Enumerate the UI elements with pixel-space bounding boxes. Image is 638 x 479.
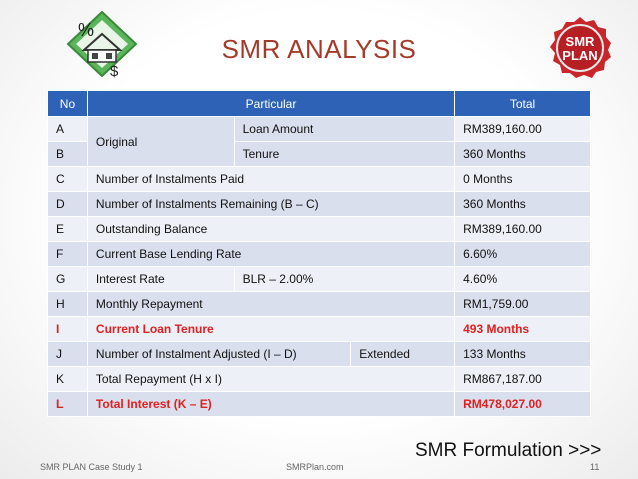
table-row: F Current Base Lending Rate 6.60% bbox=[47, 241, 591, 267]
row-no: F bbox=[47, 241, 88, 267]
row-total: 133 Months bbox=[454, 341, 591, 367]
row-no: H bbox=[47, 291, 88, 317]
seal-line-2: PLAN bbox=[562, 48, 597, 63]
table-row: E Outstanding Balance RM389,160.00 bbox=[47, 216, 591, 242]
row-total: RM389,160.00 bbox=[454, 116, 591, 142]
row-no: A bbox=[47, 116, 88, 142]
row-label: Current Base Lending Rate bbox=[86, 241, 456, 267]
table-row: A Original Loan Amount RM389,160.00 bbox=[47, 116, 591, 167]
header-particular: Particular bbox=[86, 90, 456, 117]
table-row: D Number of Instalments Remaining (B – C… bbox=[47, 191, 591, 217]
row-extra: Extended bbox=[350, 341, 456, 367]
footer-case-study: SMR PLAN Case Study 1 bbox=[40, 462, 143, 472]
row-label: Total Repayment (H x I) bbox=[86, 366, 456, 392]
row-label: Total Interest (K – E) bbox=[86, 391, 456, 417]
row-total: 360 Months bbox=[454, 191, 591, 217]
row-label: Tenure bbox=[233, 141, 456, 167]
row-total: 6.60% bbox=[454, 241, 591, 267]
row-total: 360 Months bbox=[454, 141, 591, 167]
footer-website: SMRPlan.com bbox=[286, 462, 344, 472]
table-row: K Total Repayment (H x I) RM867,187.00 bbox=[47, 366, 591, 392]
row-total: 0 Months bbox=[454, 166, 591, 192]
row-label: Number of Instalment Adjusted (I – D) bbox=[86, 341, 352, 367]
table-row: G Interest Rate BLR – 2.00% 4.60% bbox=[47, 266, 591, 292]
row-total: RM389,160.00 bbox=[454, 216, 591, 242]
row-label: Outstanding Balance bbox=[86, 216, 456, 242]
row-total: 493 Months bbox=[454, 316, 591, 342]
row-label: Interest Rate bbox=[86, 266, 235, 292]
row-total: RM478,027.00 bbox=[454, 391, 591, 417]
house-finance-logo-icon: % $ bbox=[62, 10, 142, 82]
row-no: C bbox=[47, 166, 88, 192]
svg-text:%: % bbox=[78, 20, 94, 40]
row-no: G bbox=[47, 266, 88, 292]
page-title: SMR ANALYSIS bbox=[221, 34, 417, 64]
row-label: Number of Instalments Paid bbox=[86, 166, 456, 192]
row-total: 4.60% bbox=[454, 266, 591, 292]
smr-analysis-table: No Particular Total A Original Loan Amou… bbox=[47, 90, 591, 417]
row-label: Loan Amount bbox=[233, 116, 456, 142]
smr-plan-seal-logo: SMR PLAN bbox=[548, 16, 612, 80]
row-label: Current Loan Tenure bbox=[86, 316, 456, 342]
row-total: RM1,759.00 bbox=[454, 291, 591, 317]
table-row-highlight: L Total Interest (K – E) RM478,027.00 bbox=[47, 391, 591, 417]
row-extra: BLR – 2.00% bbox=[233, 266, 456, 292]
row-label: Monthly Repayment bbox=[86, 291, 456, 317]
row-total: RM867,187.00 bbox=[454, 366, 591, 392]
table-row-highlight: I Current Loan Tenure 493 Months bbox=[47, 316, 591, 342]
row-group-label: Original bbox=[86, 116, 235, 167]
row-no: B bbox=[47, 141, 88, 167]
footer-page-number: 11 bbox=[590, 462, 600, 472]
row-no: L bbox=[47, 391, 88, 417]
row-no: J bbox=[47, 341, 88, 367]
header-no: No bbox=[47, 90, 88, 117]
smr-formulation-link[interactable]: SMR Formulation >>> bbox=[415, 440, 602, 461]
table-row: J Number of Instalment Adjusted (I – D) … bbox=[47, 341, 591, 367]
table-row: C Number of Instalments Paid 0 Months bbox=[47, 166, 591, 192]
table-row: H Monthly Repayment RM1,759.00 bbox=[47, 291, 591, 317]
seal-line-1: SMR bbox=[566, 34, 596, 49]
row-no: E bbox=[47, 216, 88, 242]
row-label: Number of Instalments Remaining (B – C) bbox=[86, 191, 456, 217]
row-no: I bbox=[47, 316, 88, 342]
row-no: D bbox=[47, 191, 88, 217]
svg-text:$: $ bbox=[110, 63, 119, 80]
header-total: Total bbox=[454, 90, 591, 117]
row-no: K bbox=[47, 366, 88, 392]
table-header-row: No Particular Total bbox=[47, 90, 591, 117]
